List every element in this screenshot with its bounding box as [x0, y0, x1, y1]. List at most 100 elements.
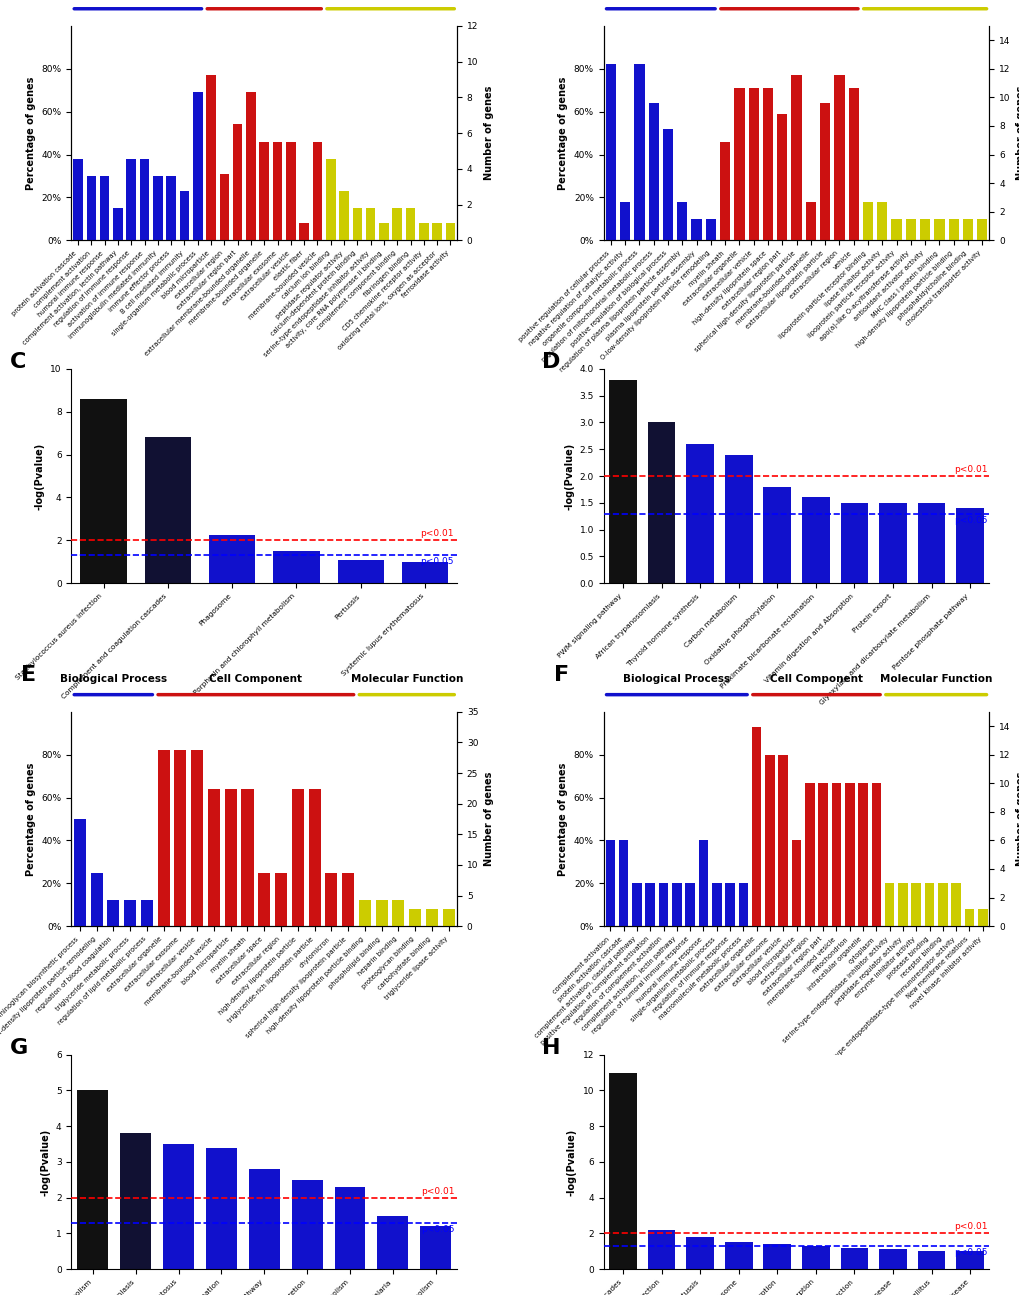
Bar	[406, 208, 415, 241]
Text: p<0.05: p<0.05	[953, 1248, 986, 1257]
Bar	[73, 159, 83, 241]
Bar	[870, 782, 880, 926]
Y-axis label: -log(Pvalue): -log(Pvalue)	[41, 1128, 50, 1195]
Bar	[140, 159, 149, 241]
Bar	[777, 755, 788, 926]
Y-axis label: Number of genes: Number of genes	[1015, 85, 1019, 180]
Bar	[359, 900, 371, 926]
Bar	[725, 1242, 752, 1269]
Bar	[891, 219, 901, 241]
Bar	[191, 750, 203, 926]
Bar	[208, 789, 220, 926]
Text: p<0.05: p<0.05	[421, 1225, 454, 1234]
Bar	[620, 202, 630, 241]
Bar	[258, 873, 270, 926]
Bar	[677, 202, 687, 241]
Bar	[81, 399, 126, 583]
Bar	[647, 422, 675, 583]
Bar	[801, 1246, 828, 1269]
Y-axis label: Number of genes: Number of genes	[1015, 772, 1019, 866]
Bar	[705, 219, 715, 241]
Bar	[738, 883, 747, 926]
Bar	[878, 502, 906, 583]
Bar	[762, 487, 791, 583]
Bar	[392, 900, 405, 926]
Bar	[166, 176, 175, 241]
Bar	[933, 219, 944, 241]
Bar	[830, 782, 841, 926]
Y-axis label: -log(Pvalue): -log(Pvalue)	[567, 1128, 577, 1195]
Bar	[420, 1226, 450, 1269]
Bar	[686, 1237, 713, 1269]
Text: p<0.01: p<0.01	[420, 530, 453, 539]
Bar	[762, 1244, 791, 1269]
Bar	[719, 141, 730, 241]
Bar	[905, 219, 915, 241]
Bar	[955, 1251, 983, 1269]
Bar	[840, 1247, 867, 1269]
Bar	[917, 502, 945, 583]
Bar	[725, 455, 752, 583]
Bar	[876, 202, 887, 241]
Text: Molecular Function: Molecular Function	[879, 673, 991, 684]
Y-axis label: Percentage of genes: Percentage of genes	[557, 76, 568, 190]
Bar	[113, 208, 122, 241]
Bar	[100, 176, 109, 241]
Bar	[153, 176, 162, 241]
Bar	[337, 559, 383, 583]
Bar	[632, 883, 641, 926]
Bar	[392, 208, 401, 241]
Bar	[246, 92, 256, 241]
Bar	[409, 909, 421, 926]
Bar	[751, 726, 760, 926]
Bar	[804, 782, 814, 926]
Bar	[658, 883, 667, 926]
Text: D: D	[541, 352, 559, 372]
Text: Biological Process: Biological Process	[623, 673, 730, 684]
Text: p<0.01: p<0.01	[953, 1222, 986, 1232]
Text: E: E	[21, 664, 37, 685]
Bar	[291, 789, 304, 926]
Bar	[179, 190, 190, 241]
Bar	[339, 190, 348, 241]
Bar	[937, 883, 947, 926]
Text: Molecular Function: Molecular Function	[351, 673, 463, 684]
Y-axis label: Percentage of genes: Percentage of genes	[25, 76, 36, 190]
Bar	[145, 438, 191, 583]
Bar	[791, 840, 801, 926]
Bar	[272, 141, 282, 241]
Bar	[672, 883, 681, 926]
Bar	[608, 379, 636, 583]
Bar	[285, 141, 296, 241]
Bar	[442, 909, 454, 926]
Bar	[232, 124, 243, 241]
Bar	[419, 223, 428, 241]
Bar	[844, 782, 854, 926]
Bar	[762, 88, 772, 241]
Bar	[224, 789, 236, 926]
Bar	[120, 1133, 151, 1269]
Bar	[206, 1147, 236, 1269]
Bar	[605, 840, 614, 926]
Bar	[126, 159, 136, 241]
Y-axis label: Percentage of genes: Percentage of genes	[25, 763, 36, 875]
Bar	[605, 65, 615, 241]
Bar	[817, 782, 827, 926]
Bar	[73, 818, 86, 926]
Bar	[77, 1090, 108, 1269]
Bar	[163, 1143, 194, 1269]
Y-axis label: Number of genes: Number of genes	[483, 85, 493, 180]
Bar	[924, 883, 933, 926]
Text: H: H	[541, 1037, 559, 1058]
Bar	[711, 883, 720, 926]
Bar	[662, 128, 673, 241]
Text: Biological Process: Biological Process	[60, 673, 167, 684]
Bar	[725, 883, 734, 926]
Bar	[819, 104, 829, 241]
Bar	[242, 789, 254, 926]
Bar	[273, 552, 319, 583]
Bar	[619, 840, 628, 926]
Bar	[734, 88, 744, 241]
Y-axis label: Percentage of genes: Percentage of genes	[557, 763, 568, 875]
Bar	[141, 900, 153, 926]
